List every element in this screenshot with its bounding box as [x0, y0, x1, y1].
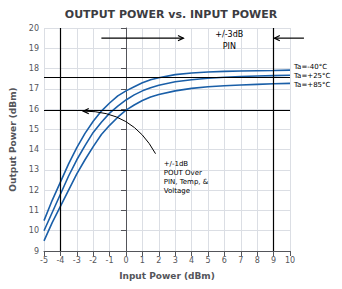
svg-text:7: 7 [238, 256, 243, 265]
svg-text:17: 17 [29, 84, 39, 93]
svg-text:10: 10 [29, 226, 39, 235]
svg-text:-1: -1 [106, 256, 114, 265]
svg-text:3: 3 [173, 256, 178, 265]
svg-text:16: 16 [29, 105, 39, 114]
svg-text:13: 13 [29, 165, 39, 174]
svg-text:20: 20 [29, 24, 39, 33]
svg-text:5: 5 [205, 256, 210, 265]
svg-text:6: 6 [222, 256, 227, 265]
svg-text:18: 18 [29, 64, 39, 73]
svg-text:15: 15 [29, 125, 39, 134]
svg-text:+/-1dB: +/-1dB [164, 160, 189, 168]
svg-text:2: 2 [156, 256, 161, 265]
svg-text:Voltage: Voltage [164, 187, 190, 195]
svg-text:4: 4 [189, 256, 194, 265]
svg-text:Ta=+85°C: Ta=+85°C [293, 81, 331, 89]
svg-text:+/-3dB: +/-3dB [215, 30, 243, 39]
svg-text:PIN: PIN [223, 42, 236, 51]
svg-text:OUTPUT POWER vs. INPUT POWER: OUTPUT POWER vs. INPUT POWER [65, 8, 278, 21]
svg-text:Input Power (dBm): Input Power (dBm) [119, 271, 215, 281]
svg-text:-3: -3 [73, 256, 81, 265]
svg-text:Ta=+25°C: Ta=+25°C [293, 72, 331, 80]
svg-text:-5: -5 [40, 256, 48, 265]
svg-text:Output Power (dBm): Output Power (dBm) [8, 87, 18, 191]
svg-text:11: 11 [29, 206, 39, 215]
svg-text:8: 8 [255, 256, 260, 265]
svg-text:POUT Over: POUT Over [164, 169, 202, 177]
svg-text:Ta=-40°C: Ta=-40°C [293, 63, 327, 71]
svg-text:0: 0 [123, 256, 128, 265]
svg-text:1: 1 [140, 256, 145, 265]
svg-text:9: 9 [271, 256, 276, 265]
svg-text:10: 10 [285, 256, 295, 265]
svg-text:-4: -4 [56, 256, 64, 265]
svg-text:19: 19 [29, 44, 39, 53]
svg-text:-2: -2 [89, 256, 97, 265]
svg-text:14: 14 [29, 145, 39, 154]
svg-text:9: 9 [34, 247, 39, 256]
svg-text:PIN, Temp, &: PIN, Temp, & [164, 178, 209, 186]
svg-text:12: 12 [29, 186, 39, 195]
